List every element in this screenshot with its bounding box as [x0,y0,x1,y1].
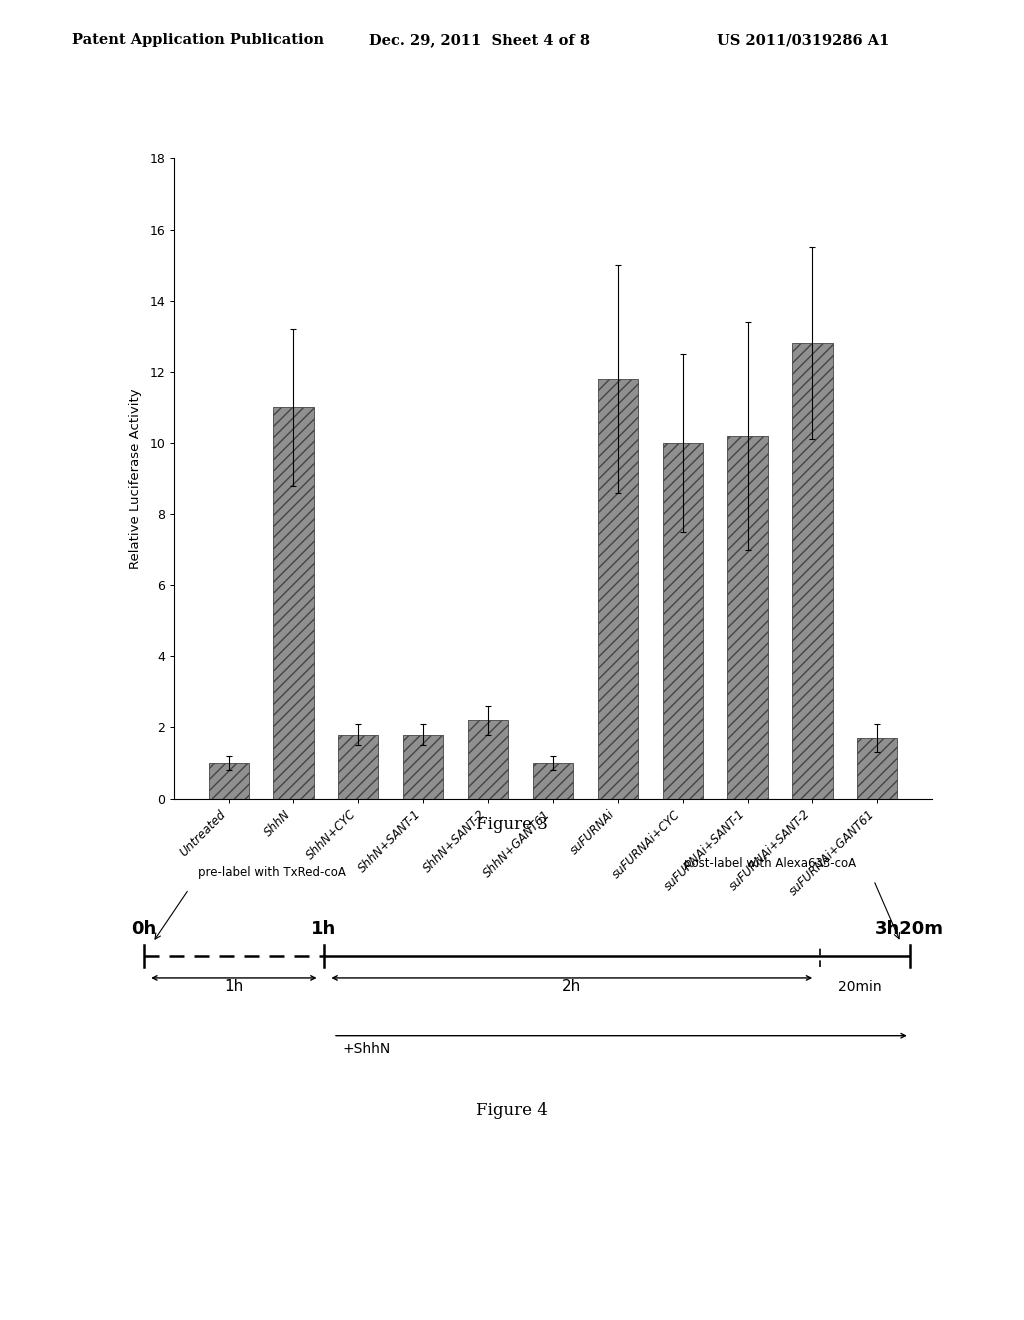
Y-axis label: Relative Luciferase Activity: Relative Luciferase Activity [129,388,142,569]
Bar [532,763,573,799]
Bar [727,436,768,799]
Bar [273,408,313,799]
Bar [468,721,508,799]
Text: 0h: 0h [131,920,157,937]
Text: Patent Application Publication: Patent Application Publication [72,33,324,48]
Text: 20min: 20min [838,981,882,994]
Text: 2h: 2h [562,979,582,994]
Text: Figure 4: Figure 4 [476,1102,548,1119]
Bar [598,379,638,799]
Text: +ShhN: +ShhN [342,1043,390,1056]
Bar [857,738,897,799]
Text: post-label with Alexa633-coA: post-label with Alexa633-coA [684,857,856,870]
Text: 3h20m: 3h20m [876,920,944,937]
Bar [793,343,833,799]
Text: pre-label with TxRed-coA: pre-label with TxRed-coA [198,866,346,879]
Text: 1h: 1h [311,920,337,937]
Bar [403,734,443,799]
Text: Figure 3: Figure 3 [476,816,548,833]
Bar [663,444,702,799]
Text: US 2011/0319286 A1: US 2011/0319286 A1 [717,33,889,48]
Text: Dec. 29, 2011  Sheet 4 of 8: Dec. 29, 2011 Sheet 4 of 8 [369,33,590,48]
Bar [209,763,249,799]
Text: 1h: 1h [224,979,244,994]
Bar [338,734,379,799]
